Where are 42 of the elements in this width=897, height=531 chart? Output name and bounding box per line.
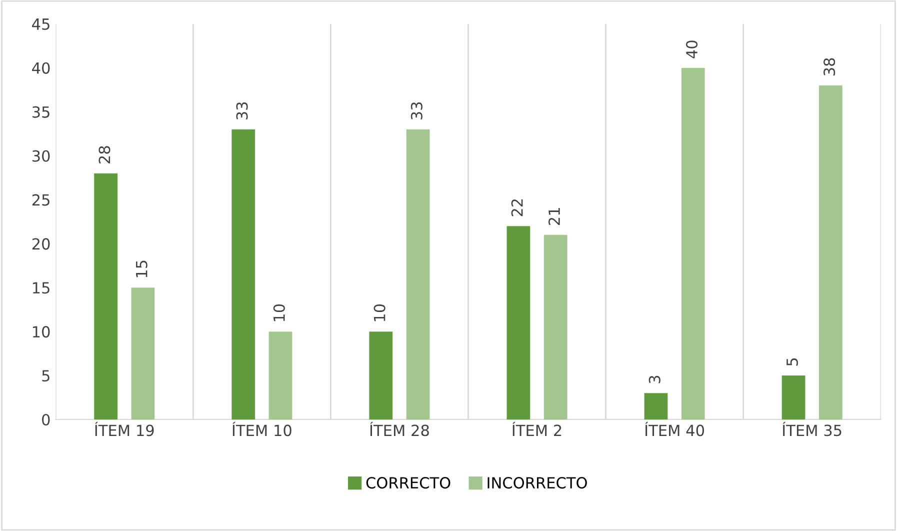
x-tick-label: ÍTEM 19 <box>95 422 154 436</box>
bar <box>782 376 806 420</box>
y-tick-label: 15 <box>32 282 50 294</box>
data-label: 21 <box>548 208 560 225</box>
y-tick-label: 45 <box>32 18 50 30</box>
data-label: 33 <box>236 102 248 120</box>
x-tick-label: ÍTEM 2 <box>512 422 562 436</box>
bar <box>544 234 568 420</box>
data-label: 15 <box>136 260 148 278</box>
bar <box>232 129 256 420</box>
bar <box>681 68 705 420</box>
x-tick-label: ÍTEM 40 <box>645 422 704 436</box>
bar <box>406 129 430 420</box>
y-tick-label: 20 <box>32 238 50 250</box>
bar <box>644 393 668 420</box>
data-label: 40 <box>686 40 698 58</box>
bar <box>818 85 842 420</box>
x-tick-label: ÍTEM 35 <box>782 422 842 436</box>
y-tick-label: 0 <box>42 414 50 426</box>
data-label: 10 <box>273 304 285 322</box>
data-label: 3 <box>648 376 660 384</box>
data-label: 38 <box>824 58 836 76</box>
y-tick-label: 5 <box>42 370 50 382</box>
data-label: 10 <box>374 304 386 322</box>
y-tick-label: 30 <box>32 150 50 162</box>
data-label: 22 <box>511 199 523 216</box>
x-tick-label: ÍTEM 10 <box>232 422 292 436</box>
bar <box>369 332 393 420</box>
data-label: 33 <box>410 102 422 120</box>
bar <box>131 288 155 420</box>
y-tick-label: 35 <box>32 106 50 118</box>
data-label: 28 <box>98 146 110 164</box>
data-label: 5 <box>786 358 798 366</box>
bar <box>94 173 118 420</box>
y-tick-label: 40 <box>32 62 50 74</box>
y-tick-label: 10 <box>32 326 50 338</box>
y-tick-label: 25 <box>32 194 50 206</box>
bar <box>268 332 292 420</box>
legend-label: INCORRECTO <box>488 477 587 489</box>
x-tick-label: ÍTEM 28 <box>370 422 429 436</box>
bar <box>506 226 530 420</box>
legend-label: CORRECTO <box>366 477 450 489</box>
